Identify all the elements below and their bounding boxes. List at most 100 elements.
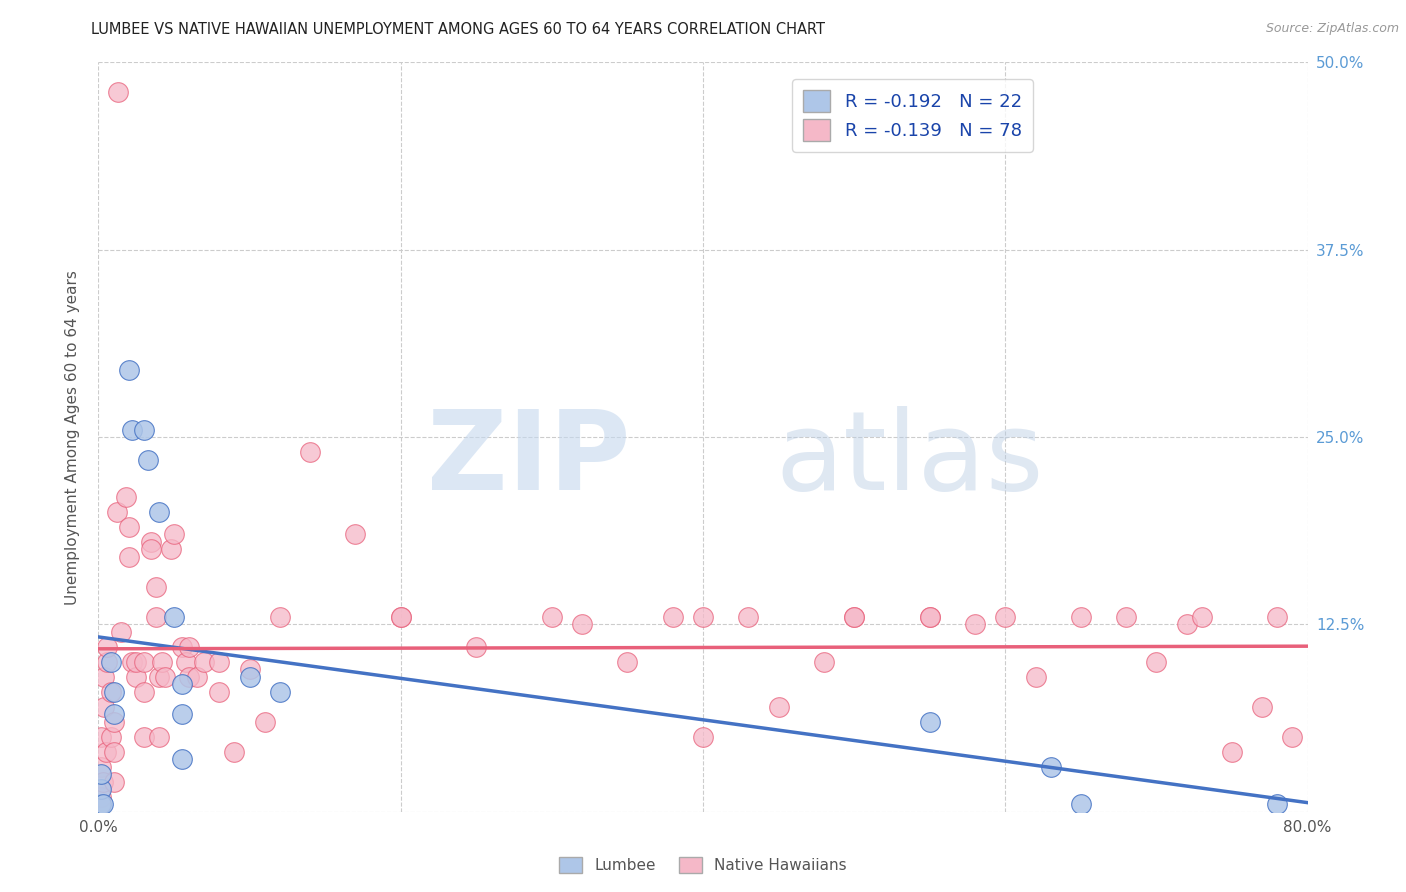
Point <box>100 730 122 744</box>
Text: atlas: atlas <box>776 406 1045 513</box>
Point <box>1281 730 1303 744</box>
Point <box>91 797 114 812</box>
Point <box>93 670 115 684</box>
Point <box>844 610 866 624</box>
Point <box>100 655 122 669</box>
Point <box>193 655 215 669</box>
Text: ZIP: ZIP <box>427 406 630 513</box>
Point <box>692 730 714 744</box>
Point <box>224 745 246 759</box>
Point <box>148 730 170 744</box>
Point <box>90 797 112 812</box>
Point <box>163 610 186 624</box>
Point <box>118 362 141 376</box>
Point <box>132 685 155 699</box>
Point <box>105 505 128 519</box>
Point <box>90 782 112 797</box>
Point <box>132 423 155 437</box>
Point <box>103 774 125 789</box>
Point <box>208 655 231 669</box>
Point <box>118 549 141 564</box>
Point <box>89 797 111 812</box>
Point <box>918 610 941 624</box>
Point <box>141 542 163 557</box>
Point <box>118 520 141 534</box>
Point <box>918 610 941 624</box>
Point <box>1267 797 1289 812</box>
Point <box>94 745 117 759</box>
Point <box>389 610 412 624</box>
Point <box>96 655 118 669</box>
Point <box>170 707 193 722</box>
Point <box>153 670 176 684</box>
Point <box>994 610 1017 624</box>
Point <box>253 714 276 729</box>
Point <box>132 730 155 744</box>
Point <box>692 610 714 624</box>
Point <box>465 640 488 654</box>
Point <box>186 670 208 684</box>
Point <box>239 662 262 676</box>
Point <box>571 617 593 632</box>
Point <box>1191 610 1213 624</box>
Point <box>269 610 291 624</box>
Point <box>179 640 201 654</box>
Legend: Lumbee, Native Hawaiians: Lumbee, Native Hawaiians <box>553 851 853 879</box>
Point <box>918 714 941 729</box>
Point <box>103 714 125 729</box>
Point <box>91 774 114 789</box>
Point <box>174 655 197 669</box>
Point <box>299 445 322 459</box>
Point <box>1220 745 1243 759</box>
Point <box>1175 617 1198 632</box>
Point <box>107 86 129 100</box>
Point <box>100 685 122 699</box>
Point <box>121 423 143 437</box>
Point <box>965 617 987 632</box>
Point <box>389 610 412 624</box>
Point <box>110 624 132 639</box>
Point <box>1070 610 1092 624</box>
Point <box>1267 610 1289 624</box>
Point <box>103 685 125 699</box>
Point <box>1039 760 1062 774</box>
Point <box>1144 655 1167 669</box>
Point <box>125 655 148 669</box>
Point <box>148 505 170 519</box>
Point <box>170 640 193 654</box>
Point <box>540 610 562 624</box>
Point <box>1024 670 1046 684</box>
Point <box>269 685 291 699</box>
Point <box>239 670 262 684</box>
Text: Source: ZipAtlas.com: Source: ZipAtlas.com <box>1265 22 1399 36</box>
Point <box>103 745 125 759</box>
Point <box>813 655 835 669</box>
Point <box>844 610 866 624</box>
Point <box>616 655 638 669</box>
Point <box>96 640 118 654</box>
Point <box>121 655 143 669</box>
Point <box>141 535 163 549</box>
Point <box>160 542 183 557</box>
Point <box>1251 699 1274 714</box>
Point <box>170 677 193 691</box>
Point <box>90 789 112 804</box>
Point <box>132 655 155 669</box>
Text: LUMBEE VS NATIVE HAWAIIAN UNEMPLOYMENT AMONG AGES 60 TO 64 YEARS CORRELATION CHA: LUMBEE VS NATIVE HAWAIIAN UNEMPLOYMENT A… <box>91 22 825 37</box>
Point <box>136 452 159 467</box>
Point <box>103 707 125 722</box>
Point <box>114 490 136 504</box>
Point <box>737 610 759 624</box>
Point <box>90 767 112 781</box>
Point <box>208 685 231 699</box>
Point <box>148 670 170 684</box>
Point <box>1070 797 1092 812</box>
Point <box>90 730 112 744</box>
Point <box>125 670 148 684</box>
Point <box>145 580 167 594</box>
Point <box>768 699 790 714</box>
Point <box>93 699 115 714</box>
Point <box>661 610 683 624</box>
Point <box>150 655 173 669</box>
Point <box>145 610 167 624</box>
